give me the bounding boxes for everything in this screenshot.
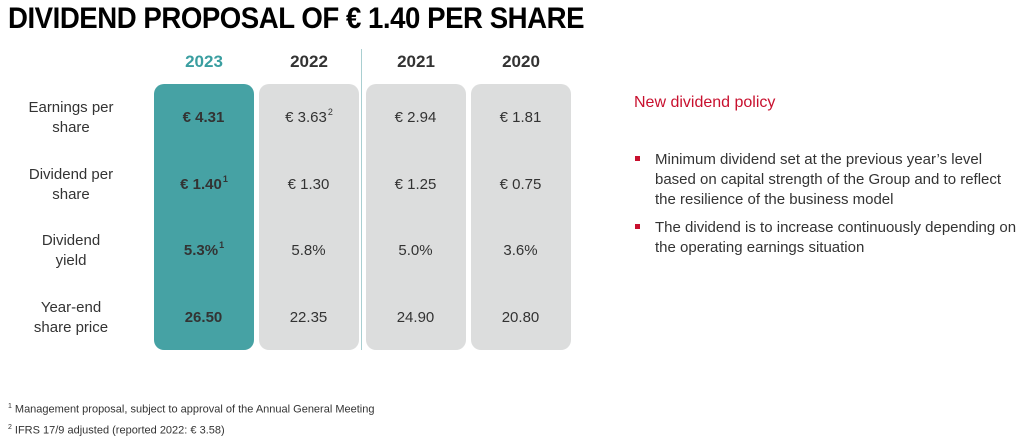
year-header-2020: 2020 xyxy=(502,52,540,71)
year-header-2021: 2021 xyxy=(397,52,435,71)
year-header-2022: 2022 xyxy=(290,52,328,71)
row-label-line-2: share xyxy=(52,119,90,136)
table-cell: € 1.81 xyxy=(471,109,571,126)
bullet-text: The dividend is to increase continuously… xyxy=(655,219,1017,256)
list-item: Minimum dividend set at the previous yea… xyxy=(634,150,1019,210)
footnote-text: IFRS 17/9 adjusted (reported 2022: € 3.5… xyxy=(14,424,225,437)
cell-value: 22.35 xyxy=(289,309,328,326)
footnote-ref: 1 xyxy=(222,174,228,184)
table-cell: € 1.401 xyxy=(154,174,254,193)
row-label-line-1: Year-end xyxy=(40,299,102,316)
table-cell: € 3.632 xyxy=(259,107,359,126)
row-label-line-1: Earnings per xyxy=(28,99,114,116)
footnote-text: Management proposal, subject to approval… xyxy=(14,403,375,416)
cell-value: € 2.94 xyxy=(394,109,437,126)
footnote-ref: 2 xyxy=(327,107,333,117)
table-cell: € 1.25 xyxy=(366,176,466,193)
table-cell: 20.80 xyxy=(471,309,571,326)
row-label-dividend-per-share: Dividend per share xyxy=(22,165,120,205)
cell-value: 26.50 xyxy=(184,309,223,326)
cell-value: € 1.25 xyxy=(394,176,437,193)
table-cell: € 2.94 xyxy=(366,109,466,126)
page-title: DIVIDEND PROPOSAL OF € 1.40 PER SHARE xyxy=(8,2,585,35)
column-2020-background xyxy=(471,84,571,350)
cell-value: € 3.63 xyxy=(285,109,327,126)
row-label-earnings-per-share: Earnings per share xyxy=(22,98,120,138)
bullet-text: Minimum dividend set at the previous yea… xyxy=(655,151,1002,208)
footnote-mark: 1 xyxy=(8,403,12,410)
table-cell: € 0.75 xyxy=(471,176,571,193)
cell-value: € 1.40 xyxy=(180,176,222,193)
column-2023-highlight xyxy=(154,84,254,350)
column-2022-background xyxy=(259,84,359,350)
footnote-mark: 2 xyxy=(8,424,12,431)
cell-value: 5.0% xyxy=(398,242,433,259)
cell-value: 24.90 xyxy=(396,309,435,326)
square-bullet-icon xyxy=(635,224,640,229)
cell-value: 20.80 xyxy=(501,309,540,326)
cell-value: € 1.81 xyxy=(499,109,542,126)
footnote-ref: 1 xyxy=(219,240,225,250)
table-cell: € 4.31 xyxy=(154,109,254,126)
table-cell: 3.6% xyxy=(471,242,571,259)
table-cell: 26.50 xyxy=(154,309,254,326)
row-label-dividend-yield: Dividend yield xyxy=(22,231,120,271)
row-label-line-2: yield xyxy=(55,252,87,269)
row-label-line-2: share price xyxy=(33,319,109,336)
table-cell: € 1.30 xyxy=(259,176,359,193)
table-cell: 24.90 xyxy=(366,309,466,326)
cell-value: € 4.31 xyxy=(182,109,225,126)
policy-bullet-list: Minimum dividend set at the previous yea… xyxy=(634,150,1019,266)
table-cell: 5.8% xyxy=(259,242,359,259)
cell-value: € 1.30 xyxy=(287,176,330,193)
column-2021-background xyxy=(366,84,466,350)
row-label-year-end-share-price: Year-end share price xyxy=(22,298,120,338)
policy-heading: New dividend policy xyxy=(634,94,776,111)
square-bullet-icon xyxy=(635,156,640,161)
row-label-line-1: Dividend xyxy=(41,232,101,249)
column-divider xyxy=(361,49,362,350)
list-item: The dividend is to increase continuously… xyxy=(634,218,1019,258)
table-cell: 5.0% xyxy=(366,242,466,259)
footnote-2: 2 IFRS 17/9 adjusted (reported 2022: € 3.… xyxy=(8,424,225,437)
footnote-1: 1 Management proposal, subject to approva… xyxy=(8,403,374,416)
cell-value: € 0.75 xyxy=(499,176,542,193)
cell-value: 5.3% xyxy=(183,242,219,259)
table-cell: 22.35 xyxy=(259,309,359,326)
table-cell: 5.3%1 xyxy=(154,240,254,259)
cell-value: 5.8% xyxy=(291,242,326,259)
cell-value: 3.6% xyxy=(503,242,538,259)
year-header-2023: 2023 xyxy=(185,52,223,71)
row-label-line-2: share xyxy=(52,186,90,203)
row-label-line-1: Dividend per xyxy=(28,166,114,183)
